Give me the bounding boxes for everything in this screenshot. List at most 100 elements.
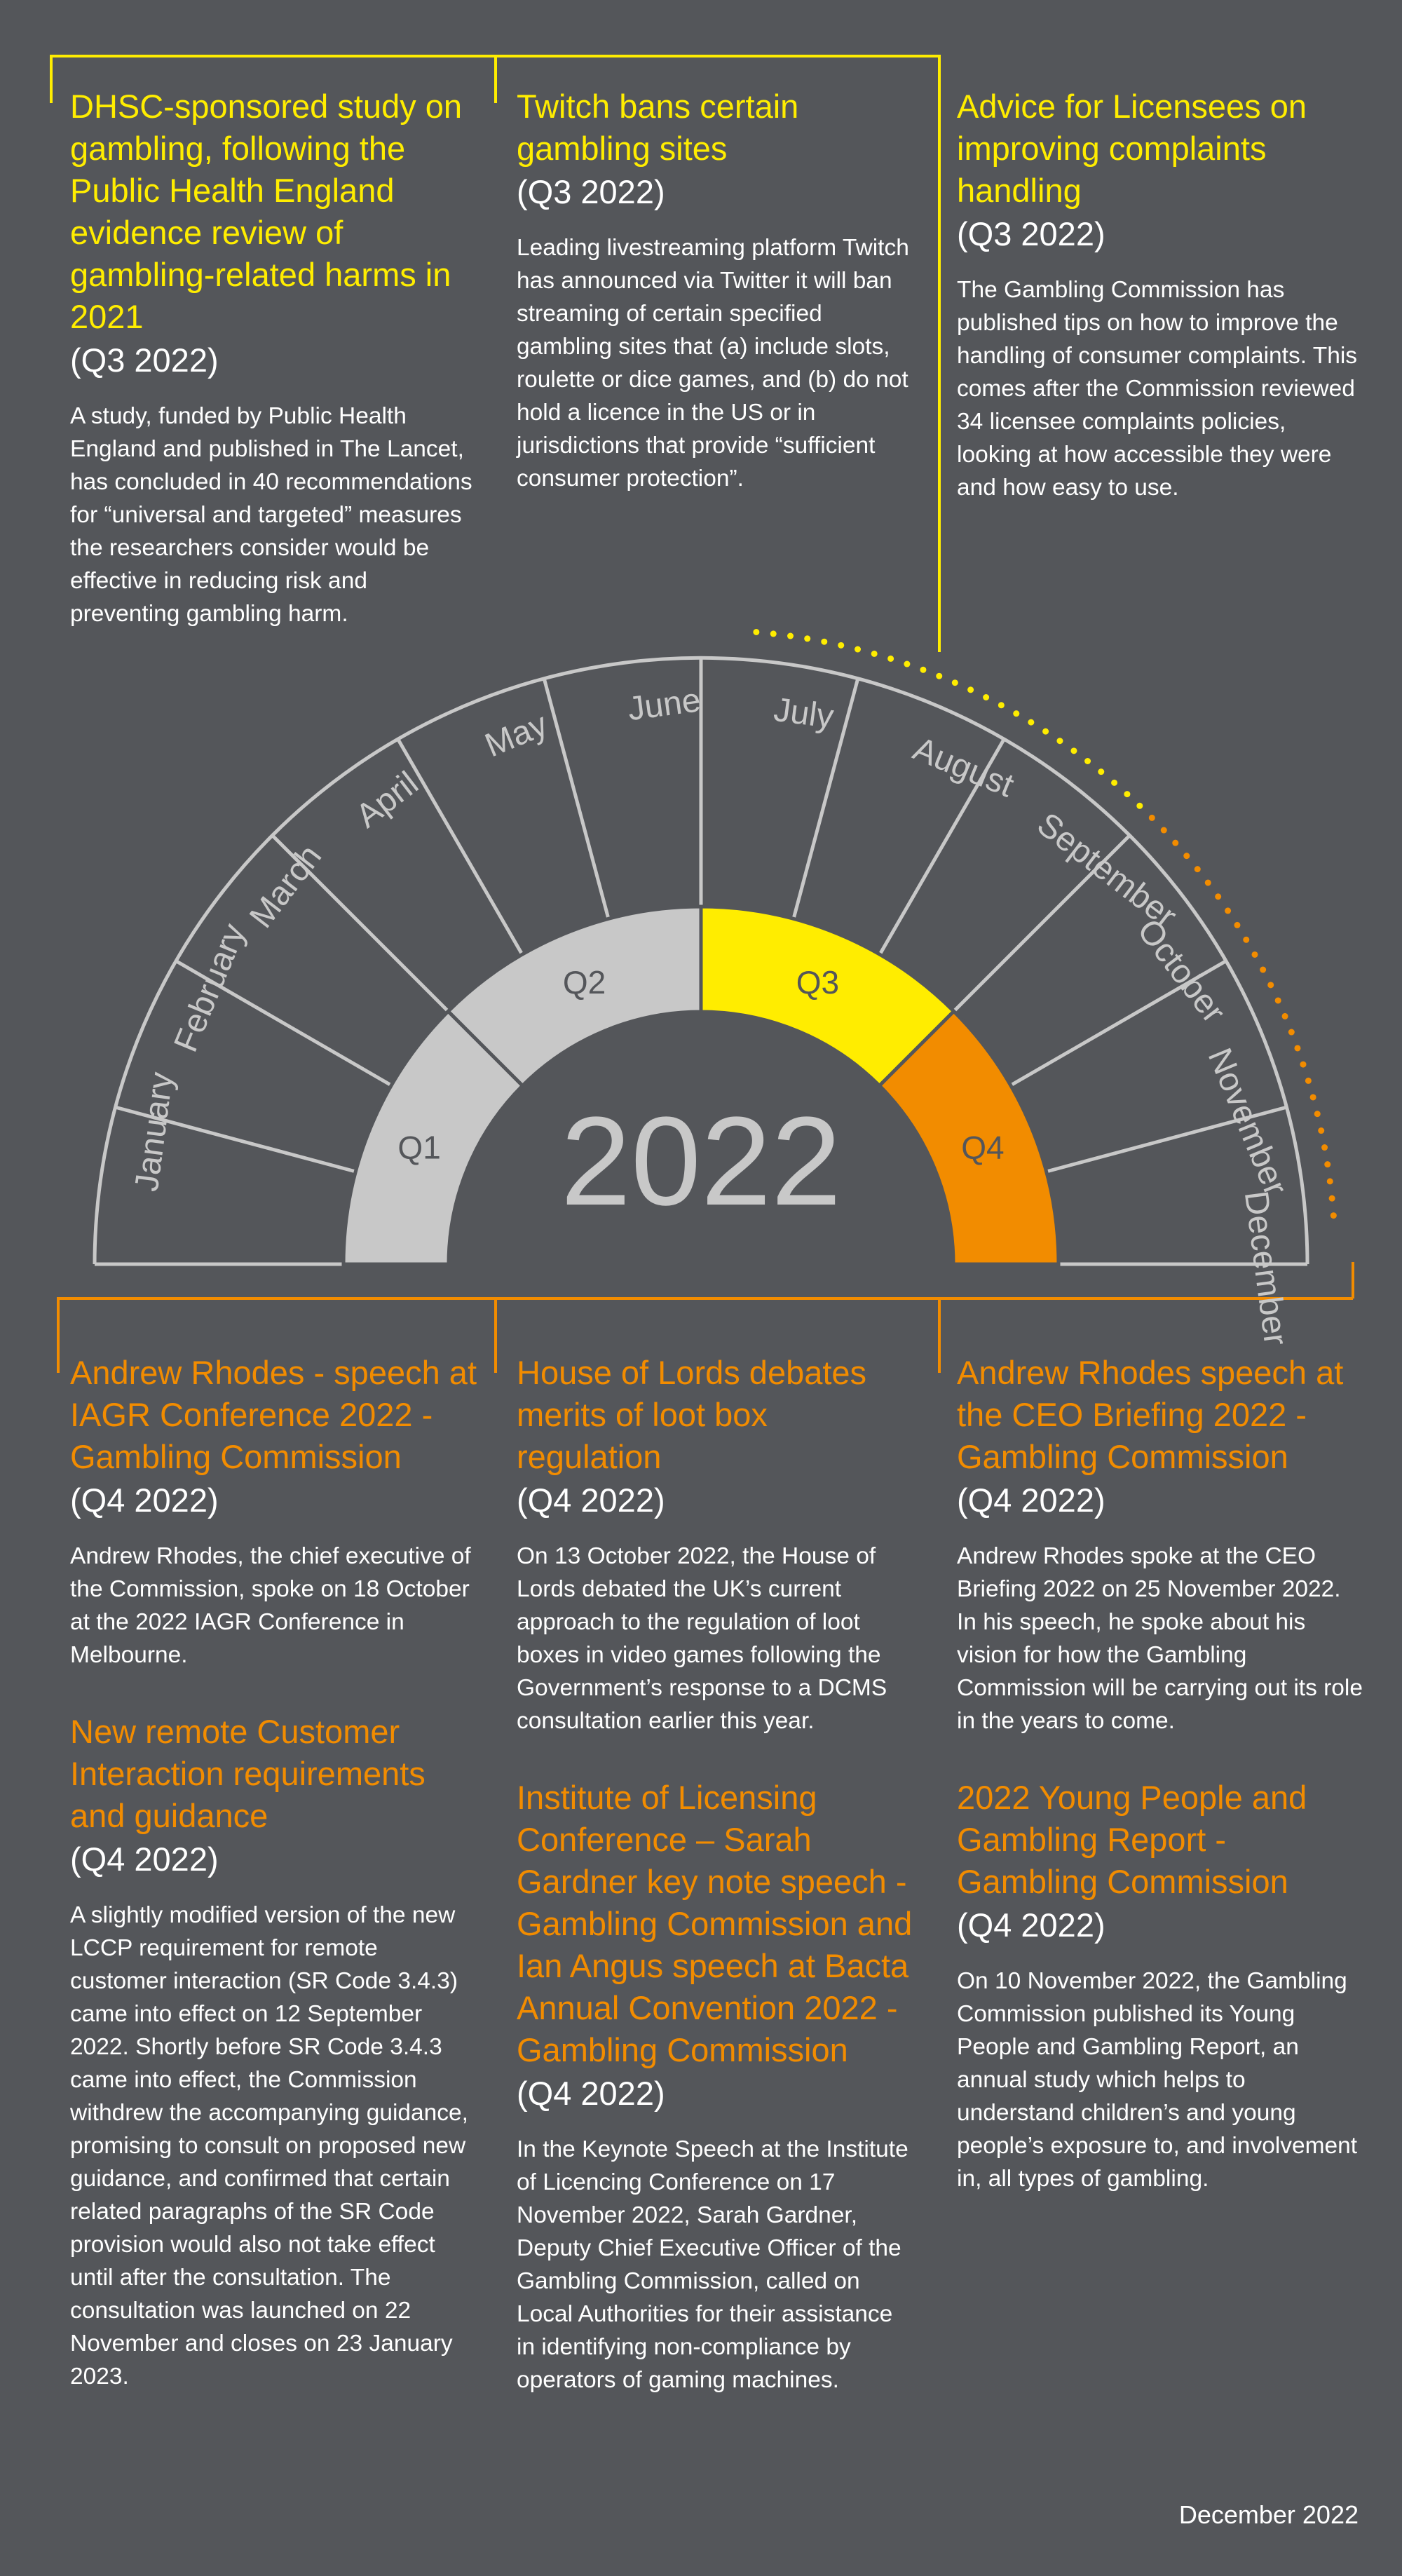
dot (887, 655, 894, 662)
card-date: (Q4 2022) (517, 1482, 665, 1519)
dot (753, 628, 760, 635)
news-item: House of Lords debates merits of loot bo… (517, 1352, 916, 1737)
dot (1274, 997, 1281, 1004)
dot (1084, 757, 1091, 764)
card-body: Leading livestreaming platform Twitch ha… (517, 235, 909, 492)
dot (1194, 866, 1201, 873)
dot (1243, 936, 1250, 943)
bottom-connector (57, 1262, 1354, 1373)
dot (998, 702, 1005, 709)
dot (1251, 951, 1258, 958)
dot (1267, 982, 1274, 989)
dot (1056, 738, 1063, 745)
card-date: (Q4 2022) (957, 1482, 1105, 1519)
card-date: (Q3 2022) (70, 341, 219, 379)
dot (1225, 907, 1232, 914)
dot (770, 630, 777, 637)
month-label-april: April (349, 765, 425, 836)
news-item: 2022 Young People and Gambling Report - … (957, 1777, 1363, 2195)
dot (967, 686, 974, 693)
quarter-label-q4: Q4 (961, 1130, 1004, 1166)
top-card-2: Twitch bans certain gambling sites (Q3 2… (517, 86, 916, 495)
card-title: 2022 Young People and Gambling Report - … (957, 1779, 1307, 1900)
top-card-3: Advice for Licensees on improving compla… (957, 86, 1363, 504)
card-title: Institute of Licensing Conference – Sara… (517, 1779, 913, 2068)
card-date: (Q3 2022) (957, 215, 1105, 252)
quarter-label-q1: Q1 (397, 1130, 440, 1166)
month-label-november: November (1201, 1043, 1295, 1201)
card-date: (Q4 2022) (70, 1841, 219, 1878)
dot (1260, 966, 1267, 973)
card-title: Andrew Rhodes - speech at IAGR Conferenc… (70, 1354, 477, 1475)
month-label-june: June (625, 682, 702, 728)
news-item: Institute of Licensing Conference – Sara… (517, 1777, 916, 2397)
dot (1204, 879, 1211, 886)
dot (1215, 893, 1222, 900)
card-title: Twitch bans certain gambling sites (517, 88, 799, 167)
dot (855, 646, 862, 653)
month-label-february: February (167, 918, 252, 1057)
card-body: Andrew Rhodes spoke at the CEO Briefing … (957, 1543, 1363, 1734)
dot (1070, 747, 1077, 754)
month-label-october: October (1130, 912, 1232, 1030)
card-date: (Q3 2022) (517, 173, 665, 210)
dot (1305, 1077, 1312, 1084)
dot (1183, 853, 1190, 860)
month-divider (791, 677, 860, 920)
dot (1111, 779, 1118, 786)
dot (1326, 1178, 1333, 1185)
card-body: In the Keynote Speech at the Institute o… (517, 2136, 908, 2393)
dot (951, 679, 958, 686)
month-divider (1045, 1105, 1288, 1174)
dot (838, 642, 845, 649)
month-divider (878, 738, 1006, 956)
dot (1330, 1212, 1337, 1219)
dot (1098, 768, 1105, 775)
month-divider (952, 834, 1131, 1013)
dotted-arc (753, 628, 1337, 1219)
dot (1300, 1061, 1307, 1068)
dot (1328, 1195, 1335, 1202)
bottom-column-3: Andrew Rhodes speech at the CEO Briefing… (957, 1352, 1363, 2235)
month-divider (114, 1105, 357, 1174)
bottom-column-1: Andrew Rhodes - speech at IAGR Conferenc… (70, 1352, 477, 2432)
card-title: House of Lords debates merits of loot bo… (517, 1354, 867, 1475)
month-divider (271, 834, 450, 1013)
quarter-label-q2: Q2 (563, 964, 606, 1001)
card-body: On 10 November 2022, the Gambling Commis… (957, 1968, 1358, 2192)
dot (1234, 921, 1241, 928)
card-date: (Q4 2022) (70, 1482, 219, 1519)
dot (1288, 1029, 1295, 1036)
news-item: Andrew Rhodes speech at the CEO Briefing… (957, 1352, 1363, 1737)
month-divider (542, 677, 611, 920)
quarter-ring: Q1 Q2 Q3 Q4 (341, 904, 1061, 1266)
dot (1324, 1161, 1331, 1168)
dot (821, 638, 828, 645)
dot (804, 635, 811, 642)
dot (904, 660, 911, 667)
card-title: Andrew Rhodes speech at the CEO Briefing… (957, 1354, 1344, 1475)
dot (787, 632, 794, 639)
dot (1294, 1045, 1301, 1052)
card-title: DHSC-sponsored study on gambling, follow… (70, 88, 463, 335)
dot (920, 666, 927, 673)
month-label-january: January (128, 1070, 181, 1193)
dot (1124, 791, 1131, 798)
news-item: New remote Customer Interaction requirem… (70, 1711, 477, 2393)
card-date: (Q4 2022) (517, 2075, 665, 2112)
bottom-column-2: House of Lords debates merits of loot bo… (517, 1352, 916, 2436)
dot (1136, 802, 1143, 809)
month-divider (396, 738, 524, 956)
dot (1160, 827, 1167, 834)
dot (1281, 1012, 1288, 1019)
dot (1318, 1127, 1325, 1134)
month-label-july: July (772, 691, 836, 736)
news-item: Andrew Rhodes - speech at IAGR Conferenc… (70, 1352, 477, 1672)
card-body: A study, funded by Public Health England… (70, 403, 472, 627)
top-connector (50, 55, 941, 652)
card-body: A slightly modified version of the new L… (70, 1902, 468, 2389)
month-label-december: December (1237, 1188, 1294, 1347)
dot (1028, 719, 1035, 726)
card-body: Andrew Rhodes, the chief executive of th… (70, 1543, 471, 1668)
dot (871, 650, 878, 657)
